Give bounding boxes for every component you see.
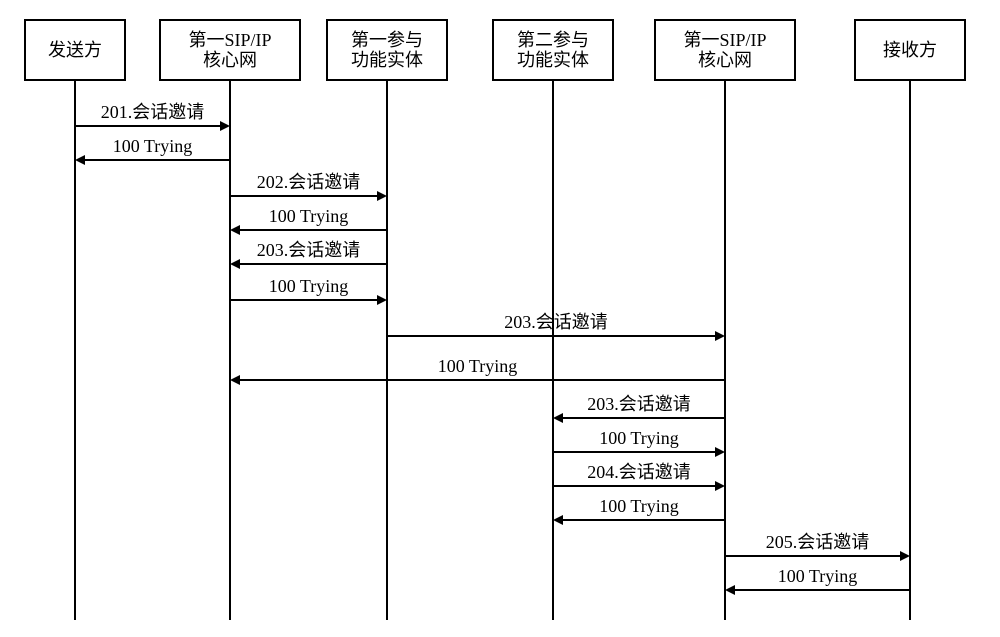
message-label-4: 203.会话邀请: [257, 240, 361, 260]
participant-label-pf2: 功能实体: [517, 50, 589, 70]
message-12: 205.会话邀请: [725, 532, 910, 561]
message-label-7: 100 Trying: [438, 356, 518, 376]
participant-label-core2: 核心网: [698, 50, 752, 70]
message-label-13: 100 Trying: [778, 566, 858, 586]
message-label-1: 100 Trying: [113, 136, 193, 156]
participant-label-sender: 发送方: [48, 40, 102, 60]
message-label-12: 205.会话邀请: [766, 532, 870, 552]
message-5: 100 Trying: [230, 276, 387, 305]
message-2: 202.会话邀请: [230, 172, 387, 201]
message-3: 100 Trying: [230, 206, 387, 235]
message-label-9: 100 Trying: [599, 428, 679, 448]
message-label-6: 203.会话邀请: [504, 312, 608, 332]
message-label-8: 203.会话邀请: [587, 394, 691, 414]
participant-label-pf2: 第二参与: [517, 30, 589, 50]
participant-label-core1: 核心网: [203, 50, 257, 70]
message-0: 201.会话邀请: [75, 102, 230, 131]
participant-label-pf1: 第一参与: [351, 30, 423, 50]
message-13: 100 Trying: [725, 566, 910, 595]
message-label-3: 100 Trying: [269, 206, 349, 226]
message-label-5: 100 Trying: [269, 276, 349, 296]
participant-label-core2: 第一SIP/IP: [683, 30, 766, 50]
message-4: 203.会话邀请: [230, 240, 387, 269]
participant-label-receiver: 接收方: [883, 40, 937, 60]
participant-label-core1: 第一SIP/IP: [188, 30, 271, 50]
participant-label-pf1: 功能实体: [351, 50, 423, 70]
message-1: 100 Trying: [75, 136, 230, 165]
message-11: 100 Trying: [553, 496, 725, 525]
message-9: 100 Trying: [553, 428, 725, 457]
message-6: 203.会话邀请: [387, 312, 725, 341]
message-8: 203.会话邀请: [553, 394, 725, 423]
sequence-diagram: 发送方第一SIP/IP核心网第一参与功能实体第二参与功能实体第一SIP/IP核心…: [0, 0, 1000, 637]
message-10: 204.会话邀请: [553, 462, 725, 491]
message-7: 100 Trying: [230, 356, 725, 385]
message-label-0: 201.会话邀请: [101, 102, 205, 122]
message-label-10: 204.会话邀请: [587, 462, 691, 482]
message-label-11: 100 Trying: [599, 496, 679, 516]
message-label-2: 202.会话邀请: [257, 172, 361, 192]
